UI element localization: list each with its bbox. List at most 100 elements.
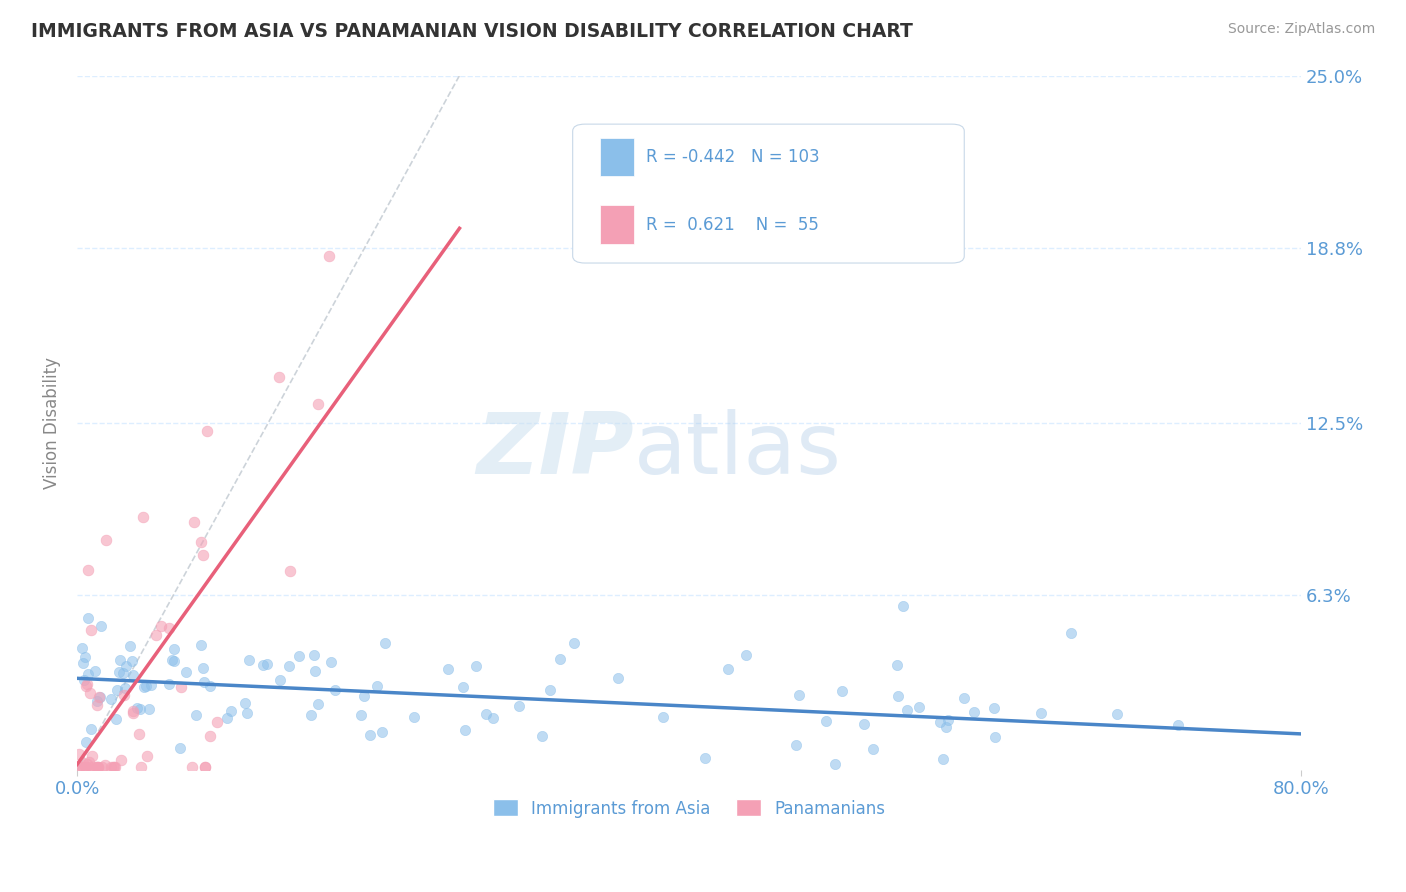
Legend: Immigrants from Asia, Panamanians: Immigrants from Asia, Panamanians	[486, 793, 891, 824]
Point	[69, 760, 91, 774]
Point	[77, 610, 100, 624]
Point	[73, 673, 96, 687]
Point	[936, 713, 959, 727]
Point	[112, 688, 135, 702]
Point	[94, 757, 117, 772]
Point	[606, 671, 628, 685]
Point	[887, 689, 910, 703]
Point	[238, 653, 260, 667]
Point	[307, 397, 329, 411]
Point	[75, 760, 97, 774]
Point	[886, 657, 908, 672]
Point	[236, 706, 259, 720]
Point	[125, 701, 148, 715]
Point	[94, 533, 117, 548]
Point	[90, 619, 112, 633]
Point	[318, 249, 340, 263]
Text: R =  0.621    N =  55: R = 0.621 N = 55	[647, 216, 818, 234]
Point	[935, 720, 957, 734]
Point	[194, 760, 217, 774]
Point	[652, 710, 675, 724]
Point	[184, 708, 207, 723]
FancyBboxPatch shape	[599, 138, 634, 177]
Text: ZIP: ZIP	[477, 409, 634, 492]
Point	[288, 648, 311, 663]
Point	[84, 664, 107, 678]
Point	[233, 696, 256, 710]
Point	[564, 635, 586, 649]
Point	[307, 697, 329, 711]
Point	[139, 678, 162, 692]
Point	[103, 760, 125, 774]
Point	[157, 677, 180, 691]
Point	[304, 664, 326, 678]
Point	[465, 659, 488, 673]
Point	[482, 711, 505, 725]
Point	[190, 535, 212, 549]
Point	[108, 653, 131, 667]
Point	[145, 628, 167, 642]
Point	[86, 760, 108, 774]
Point	[402, 709, 425, 723]
Point	[717, 662, 740, 676]
Point	[80, 749, 103, 764]
Point	[72, 760, 94, 774]
Point	[79, 686, 101, 700]
Point	[548, 652, 571, 666]
Point	[200, 729, 222, 743]
Text: R = -0.442   N = 103: R = -0.442 N = 103	[647, 148, 820, 167]
Point	[195, 424, 218, 438]
Point	[135, 679, 157, 693]
Point	[787, 688, 810, 702]
Point	[174, 665, 197, 679]
Point	[77, 666, 100, 681]
Point	[87, 760, 110, 774]
Point	[180, 760, 202, 774]
Point	[366, 679, 388, 693]
Point	[785, 738, 807, 752]
Point	[191, 549, 214, 563]
Point	[183, 516, 205, 530]
Point	[198, 679, 221, 693]
Point	[437, 662, 460, 676]
Point	[453, 723, 475, 737]
Point	[538, 683, 561, 698]
Point	[302, 648, 325, 663]
Point	[219, 705, 242, 719]
Text: atlas: atlas	[634, 409, 842, 492]
Point	[72, 657, 94, 671]
Point	[277, 659, 299, 673]
Point	[831, 683, 853, 698]
Point	[86, 694, 108, 708]
Point	[80, 623, 103, 637]
Point	[136, 748, 159, 763]
Point	[891, 599, 914, 613]
Point	[121, 654, 143, 668]
Point	[86, 760, 108, 774]
Point	[928, 715, 950, 730]
Point	[862, 742, 884, 756]
Point	[87, 760, 110, 774]
Point	[86, 698, 108, 712]
Point	[77, 563, 100, 577]
Point	[72, 756, 94, 771]
Point	[824, 757, 846, 772]
Point	[108, 665, 131, 679]
Point	[170, 680, 193, 694]
Point	[122, 706, 145, 721]
Point	[103, 760, 125, 774]
Point	[162, 653, 184, 667]
Point	[169, 741, 191, 756]
Point	[111, 665, 134, 680]
Point	[953, 690, 976, 705]
Point	[907, 699, 929, 714]
Point	[75, 679, 97, 693]
Point	[110, 753, 132, 767]
Point	[132, 510, 155, 524]
Point	[323, 683, 346, 698]
Point	[77, 755, 100, 769]
Point	[963, 706, 986, 720]
Point	[205, 714, 228, 729]
Point	[75, 735, 97, 749]
Point	[194, 760, 217, 774]
